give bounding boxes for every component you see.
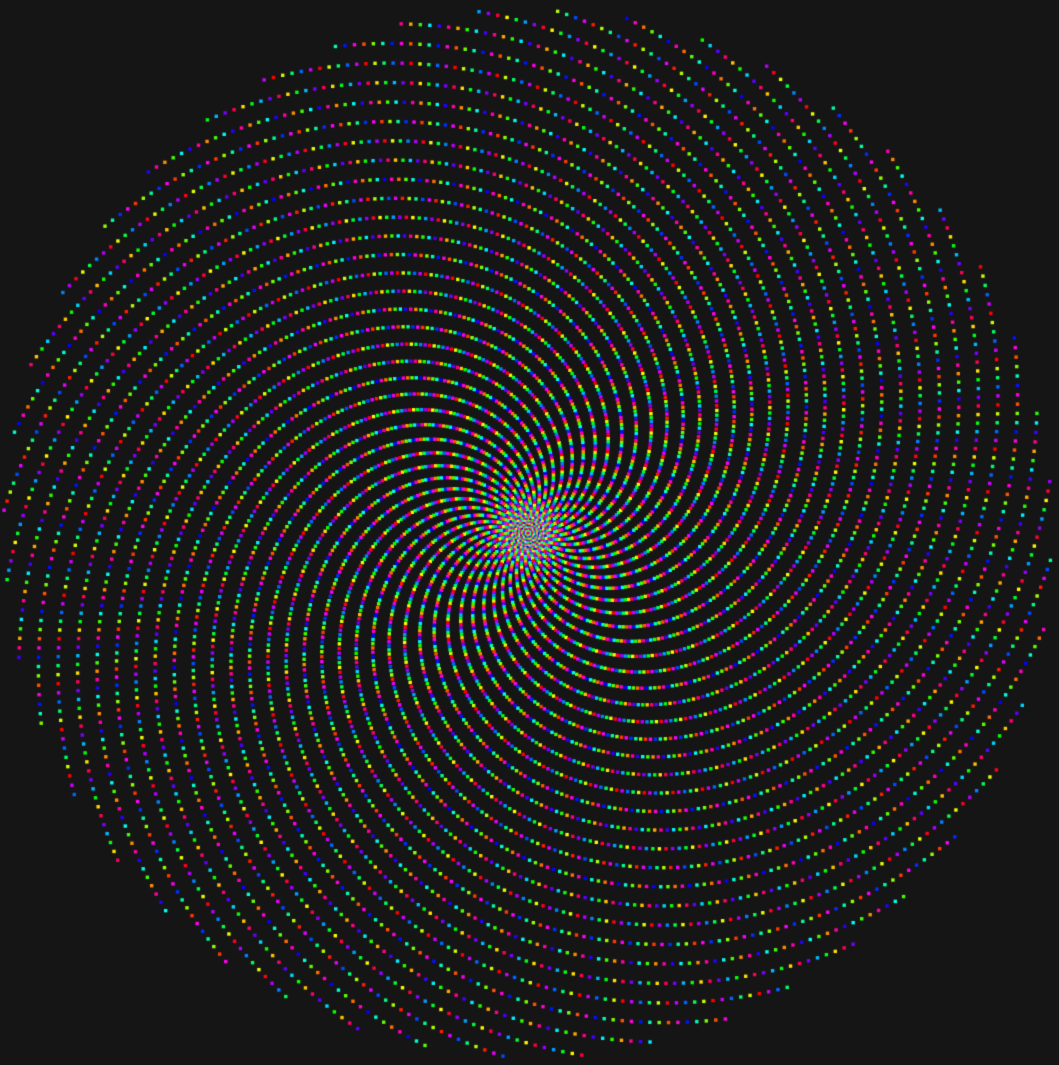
polar-scatter-canvas (0, 0, 1059, 1065)
polar-spiral-figure: Polar Dot Spiral Points plotted at polar… (0, 0, 1059, 1065)
